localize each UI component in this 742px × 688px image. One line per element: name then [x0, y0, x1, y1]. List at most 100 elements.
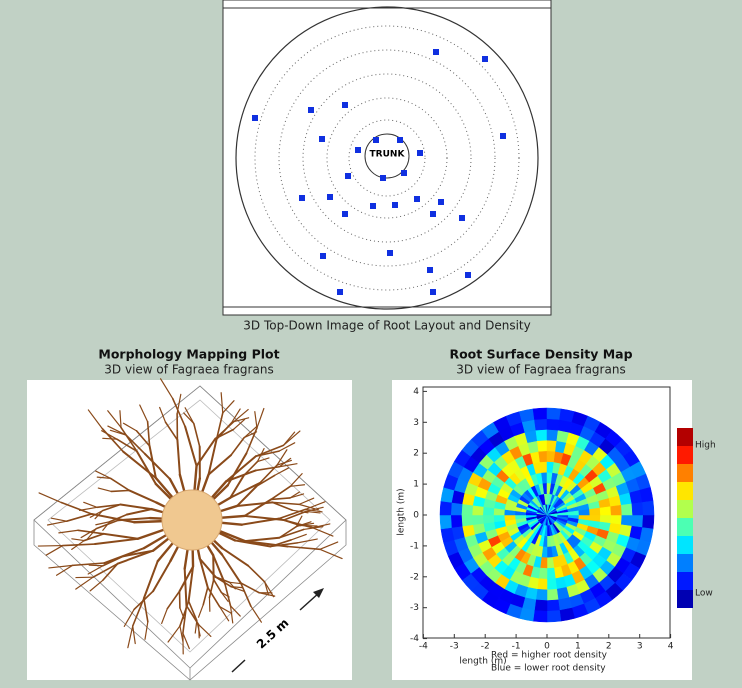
- y-tick-label: -3: [410, 603, 419, 613]
- root-point: [299, 195, 305, 201]
- density-cell: [547, 610, 561, 622]
- root-point: [387, 250, 393, 256]
- root-point: [414, 196, 420, 202]
- right-title: Root Surface Density Map: [449, 347, 632, 362]
- y-tick-label: -2: [410, 572, 419, 582]
- root-point: [342, 211, 348, 217]
- x-tick-label: -2: [481, 642, 490, 652]
- density-map: [440, 408, 654, 622]
- density-cell: [483, 515, 494, 523]
- density-cell: [472, 515, 483, 525]
- legend-red: Red = higher root density: [491, 651, 608, 661]
- root-point: [308, 107, 314, 113]
- density-cell: [533, 408, 547, 420]
- root-point: [401, 170, 407, 176]
- density-cell: [589, 508, 600, 515]
- colorbar-segment: [677, 518, 693, 536]
- density-cell: [537, 579, 547, 590]
- density-cell: [534, 600, 547, 611]
- density-cell: [547, 589, 558, 600]
- density-cell: [547, 579, 557, 590]
- colorbar-segment: [677, 590, 693, 608]
- density-cell: [632, 515, 643, 528]
- density-cell: [547, 557, 554, 568]
- y-tick-label: -4: [410, 634, 419, 644]
- colorbar-segment: [677, 464, 693, 482]
- root-point: [327, 194, 333, 200]
- density-cell: [547, 429, 558, 440]
- density-cell: [461, 515, 472, 526]
- root-point: [430, 211, 436, 217]
- y-tick-label: 0: [413, 511, 419, 521]
- root-point: [459, 215, 465, 221]
- density-cell: [533, 610, 547, 622]
- colorbar-segment: [677, 428, 693, 446]
- density-cell: [494, 515, 505, 522]
- root-point: [438, 199, 444, 205]
- density-cell: [611, 505, 622, 515]
- left-title: Morphology Mapping Plot: [98, 347, 279, 362]
- density-cell: [472, 505, 483, 515]
- root-point: [319, 136, 325, 142]
- root-point: [380, 175, 386, 181]
- density-cell: [632, 502, 643, 515]
- root-point: [320, 253, 326, 259]
- trunk-label: TRUNK: [370, 150, 406, 160]
- density-cell: [547, 408, 561, 420]
- density-cell: [440, 515, 452, 529]
- density-cell: [461, 504, 472, 515]
- density-cell: [547, 568, 555, 579]
- density-cell: [451, 502, 462, 515]
- colorbar-segment: [677, 536, 693, 554]
- root-point: [252, 115, 258, 121]
- root-point: [433, 49, 439, 55]
- root-point: [397, 137, 403, 143]
- trunk-base: [162, 490, 222, 550]
- root: [89, 565, 103, 566]
- colorbar-high: High: [695, 441, 716, 451]
- density-cell: [540, 462, 547, 473]
- root: [111, 490, 129, 491]
- density-cell: [537, 440, 547, 451]
- root-point: [337, 289, 343, 295]
- density-cell: [640, 487, 653, 502]
- density-cell: [440, 501, 452, 515]
- density-cell: [534, 419, 547, 430]
- density-cell: [539, 451, 547, 462]
- y-tick-label: 4: [413, 387, 419, 397]
- top-caption: 3D Top-Down Image of Root Layout and Den…: [243, 319, 530, 333]
- root-point: [342, 102, 348, 108]
- density-cell: [547, 600, 560, 611]
- density-cell: [519, 409, 534, 422]
- density-cell: [441, 528, 454, 543]
- root-point: [500, 133, 506, 139]
- density-cell: [621, 515, 632, 526]
- colorbar-segment: [677, 482, 693, 500]
- root-point: [392, 202, 398, 208]
- x-tick-label: -3: [450, 642, 459, 652]
- colorbar-segment: [677, 446, 693, 464]
- root-point: [355, 147, 361, 153]
- density-cell: [451, 515, 462, 528]
- root-point: [370, 203, 376, 209]
- y-tick-label: -1: [410, 541, 419, 551]
- root-point: [465, 272, 471, 278]
- legend-blue: Blue = lower root density: [491, 664, 606, 674]
- density-cell: [621, 504, 632, 515]
- root-point: [345, 173, 351, 179]
- colorbar: [677, 428, 693, 608]
- colorbar-segment: [677, 572, 693, 590]
- x-tick-label: 4: [668, 642, 674, 652]
- density-cell: [560, 608, 575, 621]
- density-cell: [547, 419, 560, 430]
- x-tick-label: 3: [637, 642, 643, 652]
- density-cell: [642, 515, 654, 529]
- y-tick-label: 3: [413, 418, 419, 428]
- density-cell: [611, 515, 622, 525]
- root-point: [430, 289, 436, 295]
- colorbar-segment: [677, 554, 693, 572]
- colorbar-segment: [677, 500, 693, 518]
- density-cell: [536, 429, 547, 440]
